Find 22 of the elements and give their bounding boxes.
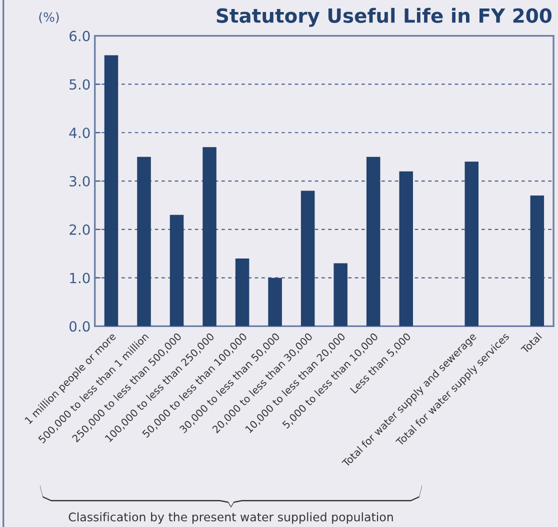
y-tick-label: 3.0 — [70, 176, 90, 186]
bar — [170, 214, 184, 326]
bar — [104, 55, 118, 326]
bar — [530, 196, 544, 326]
y-axis-title: (%) — [39, 12, 59, 24]
bar — [137, 156, 151, 326]
y-tick-label: 0.0 — [70, 321, 90, 332]
y-tick-label: 6.0 — [70, 30, 90, 42]
bar — [300, 190, 315, 326]
y-tick-label: 4.0 — [69, 128, 90, 138]
bar — [334, 263, 348, 326]
text: Classification by the present water supplied population — [68, 512, 393, 524]
bar — [399, 171, 413, 326]
bar — [235, 258, 250, 326]
bar — [202, 147, 216, 326]
y-tick-label: 2.0 — [70, 224, 90, 235]
bar — [464, 162, 479, 326]
chart-title: Statutory Useful Life in FY 200 — [216, 8, 552, 27]
bar — [268, 278, 282, 326]
y-tick-label: 1.0 — [70, 272, 90, 284]
y-tick-label: 5.0 — [70, 79, 90, 90]
bar — [366, 156, 380, 326]
